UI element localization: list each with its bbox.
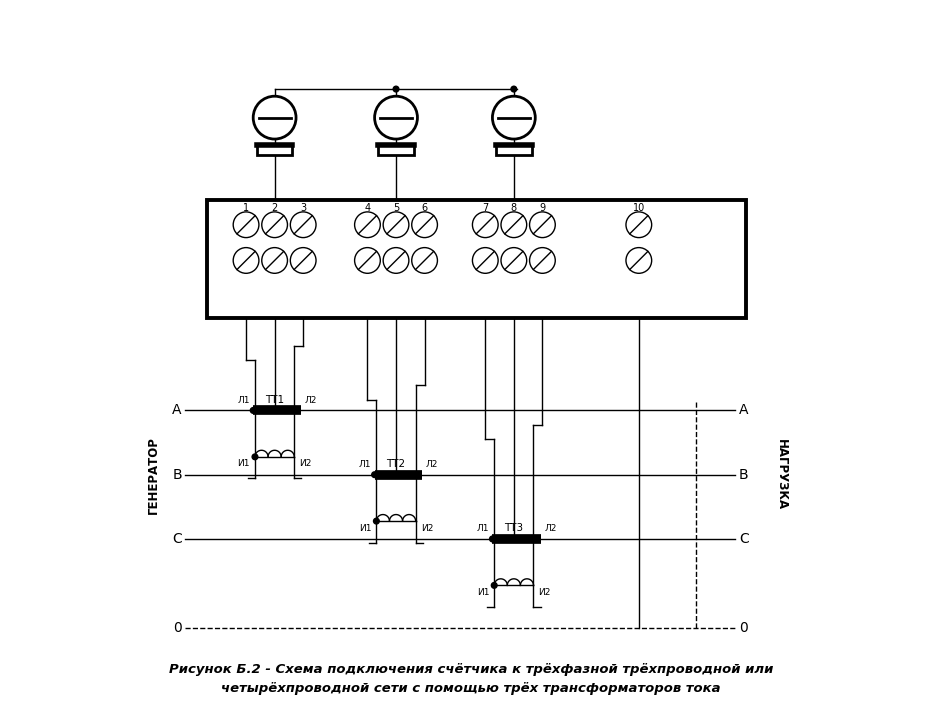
Circle shape: [262, 248, 287, 273]
Text: Л2: Л2: [426, 460, 438, 469]
Circle shape: [501, 212, 527, 237]
Text: И1: И1: [477, 588, 489, 597]
Text: И2: И2: [300, 459, 312, 469]
Text: Л2: Л2: [544, 524, 557, 533]
Circle shape: [412, 212, 437, 237]
Circle shape: [252, 454, 258, 459]
Circle shape: [490, 536, 495, 542]
Circle shape: [473, 248, 498, 273]
Text: НАГРУЗКА: НАГРУЗКА: [775, 439, 788, 510]
Circle shape: [412, 248, 437, 273]
Circle shape: [626, 212, 652, 237]
Circle shape: [492, 582, 497, 588]
Text: A: A: [739, 403, 748, 417]
Text: Л1: Л1: [477, 524, 489, 533]
Circle shape: [626, 248, 652, 273]
Text: Рисунок Б.2 - Схема подключения счётчика к трёхфазной трёхпроводной или: Рисунок Б.2 - Схема подключения счётчика…: [169, 663, 773, 676]
Circle shape: [511, 536, 517, 542]
Text: Л1: Л1: [359, 460, 371, 469]
Text: ГЕНЕРАТОР: ГЕНЕРАТОР: [147, 436, 160, 514]
Text: 7: 7: [482, 203, 488, 213]
Text: ТТ1: ТТ1: [265, 395, 284, 405]
Circle shape: [375, 96, 417, 139]
Text: Л1: Л1: [237, 396, 250, 405]
Text: 4: 4: [365, 203, 370, 213]
Text: четырёхпроводной сети с помощью трёх трансформаторов тока: четырёхпроводной сети с помощью трёх тра…: [221, 682, 721, 695]
Text: 9: 9: [540, 203, 545, 213]
Circle shape: [374, 518, 380, 524]
Text: 2: 2: [271, 203, 278, 213]
Text: C: C: [739, 532, 749, 546]
Text: A: A: [172, 403, 182, 417]
Bar: [207, 199, 746, 317]
Circle shape: [290, 248, 316, 273]
Circle shape: [511, 86, 517, 92]
Circle shape: [253, 96, 296, 139]
Text: B: B: [172, 467, 182, 482]
Text: B: B: [739, 467, 748, 482]
Circle shape: [234, 212, 259, 237]
Text: ТТ2: ТТ2: [386, 459, 406, 469]
Circle shape: [354, 248, 381, 273]
Bar: [496, 145, 531, 155]
Text: 8: 8: [511, 203, 517, 213]
Text: 6: 6: [421, 203, 428, 213]
Bar: [257, 145, 292, 155]
Circle shape: [354, 212, 381, 237]
Circle shape: [493, 96, 535, 139]
Text: И2: И2: [539, 588, 551, 597]
Text: 0: 0: [739, 621, 748, 636]
Text: ТТ3: ТТ3: [504, 523, 524, 533]
Circle shape: [234, 248, 259, 273]
Text: 0: 0: [173, 621, 182, 636]
Text: C: C: [172, 532, 182, 546]
Circle shape: [383, 212, 409, 237]
Text: И1: И1: [237, 459, 250, 469]
Text: 3: 3: [300, 203, 306, 213]
Circle shape: [290, 212, 316, 237]
Circle shape: [529, 212, 555, 237]
Text: 1: 1: [243, 203, 249, 213]
Text: Л2: Л2: [304, 396, 317, 405]
Circle shape: [383, 248, 409, 273]
Bar: [378, 145, 414, 155]
Text: И1: И1: [359, 523, 371, 533]
Circle shape: [393, 86, 398, 92]
Circle shape: [271, 408, 278, 414]
Text: И2: И2: [421, 523, 433, 533]
Circle shape: [372, 472, 378, 478]
Circle shape: [251, 408, 256, 414]
Circle shape: [529, 248, 555, 273]
Text: 10: 10: [633, 203, 645, 213]
Circle shape: [393, 472, 398, 478]
Circle shape: [473, 212, 498, 237]
Circle shape: [501, 248, 527, 273]
Circle shape: [262, 212, 287, 237]
Text: 5: 5: [393, 203, 399, 213]
